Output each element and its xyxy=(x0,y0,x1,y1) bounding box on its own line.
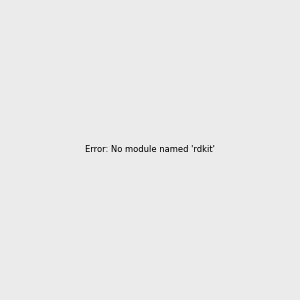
Text: Error: No module named 'rdkit': Error: No module named 'rdkit' xyxy=(85,146,215,154)
